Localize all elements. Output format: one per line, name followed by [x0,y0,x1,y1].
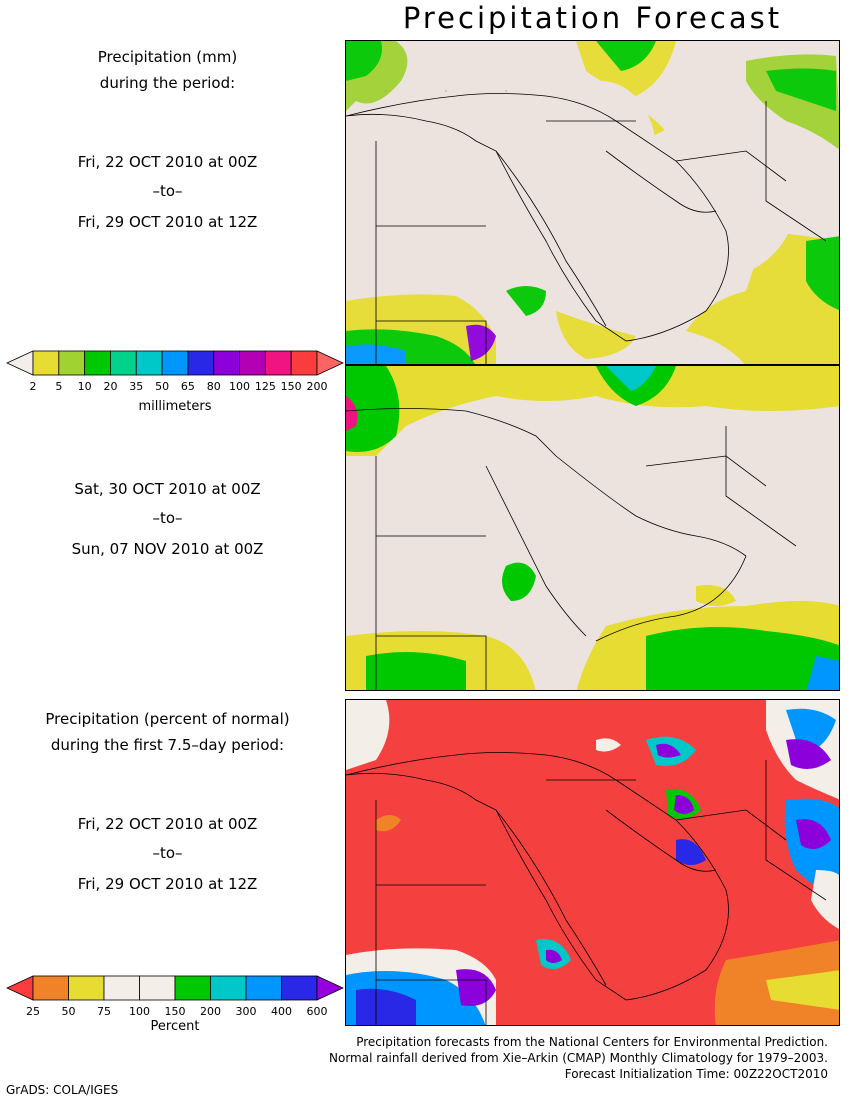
panel2-to: –to– [152,509,183,527]
panel1-heading-line1: Precipitation (mm) [97,48,238,66]
colorbar-mm-tick-label: 5 [55,380,63,393]
colorbar-mm-tick-label: 80 [206,380,221,393]
colorbar-mm-tick-label: 150 [280,380,302,393]
grads-credit: GrADS: COLA/IGES [6,1083,119,1097]
colorbar-percent-swatch [139,975,176,1001]
page-title: Precipitation Forecast [402,1,783,35]
colorbar-mm-swatch [135,350,163,376]
colorbar-percent-swatch [245,975,282,1001]
panel3-start-date: Fri, 22 OCT 2010 at 00Z [77,815,258,833]
colorbar-percent-swatch-over [316,975,344,1001]
colorbar-mm-swatch [58,350,86,376]
colorbar-percent-swatch [68,975,105,1001]
colorbar-mm-swatch [84,350,111,376]
panel2-start-date: Sat, 30 OCT 2010 at 00Z [74,480,261,498]
colorbar-percent-tick-label: 100 [129,1005,150,1018]
colorbar-percent-swatch [210,975,247,1001]
map1-svg [346,41,839,364]
panel2-end-date: Sun, 07 NOV 2010 at 00Z [71,540,264,558]
map-panel-2 [345,365,840,691]
colorbar-percent-tick-label: 400 [271,1005,292,1018]
colorbar-mm-tick-label: 2 [29,380,37,393]
colorbar-percent-unit: Percent [150,1019,200,1034]
map2-svg [346,366,839,690]
colorbar-mm-swatch [161,350,189,376]
footer-line-2: Normal rainfall derived from Xie–Arkin (… [329,1051,828,1065]
colorbar-mm-swatch [264,350,292,376]
colorbar-percent-tick-label: 600 [306,1005,328,1018]
colorbar-mm-tick-label: 50 [155,380,170,393]
colorbar-percent-tick-label: 300 [235,1005,257,1018]
colorbar-percent-tick-label: 150 [164,1005,186,1018]
colorbar-mm-swatch [110,350,137,376]
colorbar-percent-swatch [174,975,211,1001]
footer-line-1: Precipitation forecasts from the Nationa… [356,1035,828,1049]
map-panel-1 [345,40,840,365]
colorbar-percent-swatch-under [6,975,34,1001]
panel3-heading-line2: during the first 7.5–day period: [50,736,285,754]
panel1-heading-line2: during the period: [99,74,236,92]
colorbar-mm-swatch [187,350,215,376]
colorbar-mm-swatch-over [316,350,344,376]
colorbar-percent-tick-label: 200 [200,1005,221,1018]
colorbar-mm-unit: millimeters [138,399,212,414]
colorbar-mm-tick-label: 20 [103,380,118,393]
colorbar-mm-swatch [290,350,318,376]
colorbar-percent-swatches [6,975,344,1001]
panel3-end-date: Fri, 29 OCT 2010 at 12Z [77,875,258,893]
map3-svg [346,700,839,1025]
colorbar-mm-tick-label: 10 [77,380,92,393]
colorbar-mm-swatch [213,350,240,376]
colorbar-percent-tick-label: 75 [97,1005,111,1018]
colorbar-mm-tick-label: 35 [129,380,144,393]
colorbar-percent-tick-label: 50 [61,1005,76,1018]
colorbar-percent-tick-label: 25 [26,1005,40,1018]
colorbar-mm-tick-label: 125 [254,380,276,393]
panel3-heading-line1: Precipitation (percent of normal) [45,710,290,728]
panel1-to: –to– [152,182,183,200]
panel3-to: –to– [152,844,183,862]
colorbar-mm-tick-label: 100 [229,380,251,393]
colorbar-mm-tick-label: 200 [306,380,328,393]
panel1-end-date: Fri, 29 OCT 2010 at 12Z [77,213,258,231]
colorbar-percent-swatch [103,975,140,1001]
map-panel-3 [345,699,840,1026]
footer-notes: Precipitation forecasts from the Nationa… [329,1034,828,1082]
panel1-start-date: Fri, 22 OCT 2010 at 00Z [77,153,258,171]
colorbar-percent-swatch [281,975,318,1001]
colorbar-mm-swatches [6,350,344,376]
colorbar-mm-swatch [32,350,60,376]
colorbar-mm-tick-label: 65 [180,380,195,393]
colorbar-mm-swatch [239,350,266,376]
colorbar-mm-swatch-under [6,350,34,376]
colorbar-mm [5,350,345,410]
colorbar-percent [5,975,345,1025]
footer-line-3: Forecast Initialization Time: 00Z22OCT20… [564,1067,828,1081]
colorbar-percent-swatch [32,975,69,1001]
